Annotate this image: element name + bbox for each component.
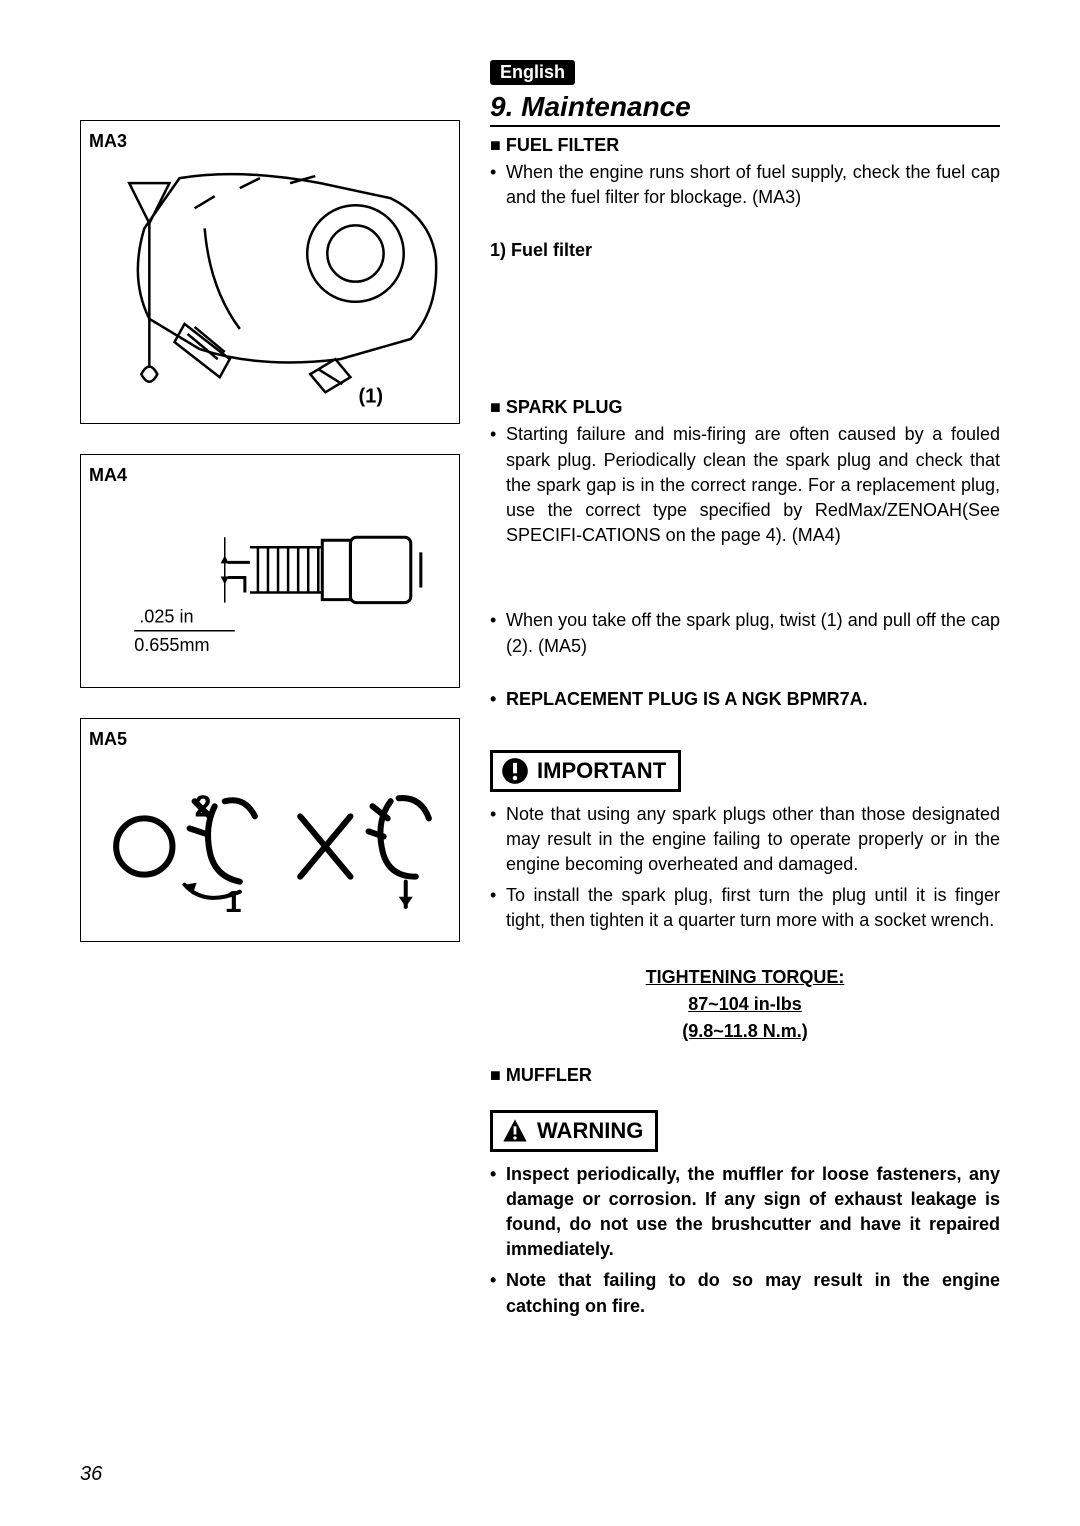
ma4-dim-in: .025 in [139,607,193,627]
torque-spec: TIGHTENING TORQUE: 87~104 in-lbs (9.8~11… [490,964,1000,1045]
figure-label: MA4 [89,465,451,486]
fuel-filter-bullets: When the engine runs short of fuel suppl… [490,160,1000,210]
important-label: IMPORTANT [537,758,666,784]
important-box: IMPORTANT [490,750,681,792]
spark-plug-bullets-1: Starting failure and mis-firing are ofte… [490,422,1000,548]
torque-label: TIGHTENING TORQUE: [646,967,845,987]
section-title: 9. Maintenance [490,91,1000,127]
muffler-heading: MUFFLER [490,1065,1000,1086]
figure-label: MA5 [89,729,451,750]
torque-val1: 87~104 in-lbs [688,994,802,1014]
list-item: When you take off the spark plug, twist … [490,608,1000,658]
spark-plug-heading: SPARK PLUG [490,397,1000,418]
figure-ma5: MA5 [80,718,460,942]
ma4-illustration: .025 in 0.655mm [89,492,451,673]
fuel-filter-heading: FUEL FILTER [490,135,1000,156]
list-item: Note that using any spark plugs other th… [490,802,1000,878]
list-item: Inspect periodically, the muffler for lo… [490,1162,1000,1263]
important-bullets: Note that using any spark plugs other th… [490,802,1000,934]
list-item: When the engine runs short of fuel suppl… [490,160,1000,210]
ma5-num1: 1 [225,886,242,919]
list-item: Starting failure and mis-firing are ofte… [490,422,1000,548]
ma3-illustration: (1) [89,158,451,409]
language-badge: English [490,60,575,85]
figures-column: MA3 [80,60,460,1349]
replacement-plug-note: REPLACEMENT PLUG IS A NGK BPMR7A. [490,689,1000,710]
page-body: MA3 [80,60,1000,1349]
section-name: Maintenance [521,91,691,122]
spark-plug-bullets-2: When you take off the spark plug, twist … [490,608,1000,658]
list-item: To install the spark plug, first turn th… [490,883,1000,933]
ma5-num2: 2 [195,791,212,824]
list-item: Note that failing to do so may result in… [490,1268,1000,1318]
torque-val2: (9.8~11.8 N.m.) [682,1021,808,1041]
ma5-illustration: 2 1 [89,756,451,927]
warning-label: WARNING [537,1118,643,1144]
page-number: 36 [80,1463,102,1486]
text-column: English 9. Maintenance FUEL FILTER When … [490,60,1000,1349]
warning-icon [501,1117,529,1145]
ma3-callout: (1) [358,385,383,407]
ma4-dim-mm: 0.655mm [134,635,209,655]
important-icon [501,757,529,785]
section-number: 9. [490,91,513,122]
figure-label: MA3 [89,131,451,152]
warning-box: WARNING [490,1110,658,1152]
warning-bullets: Inspect periodically, the muffler for lo… [490,1162,1000,1319]
figure-ma4: MA4 [80,454,460,688]
figure-ma3: MA3 [80,120,460,424]
fuel-filter-callout: 1) Fuel filter [490,240,1000,261]
